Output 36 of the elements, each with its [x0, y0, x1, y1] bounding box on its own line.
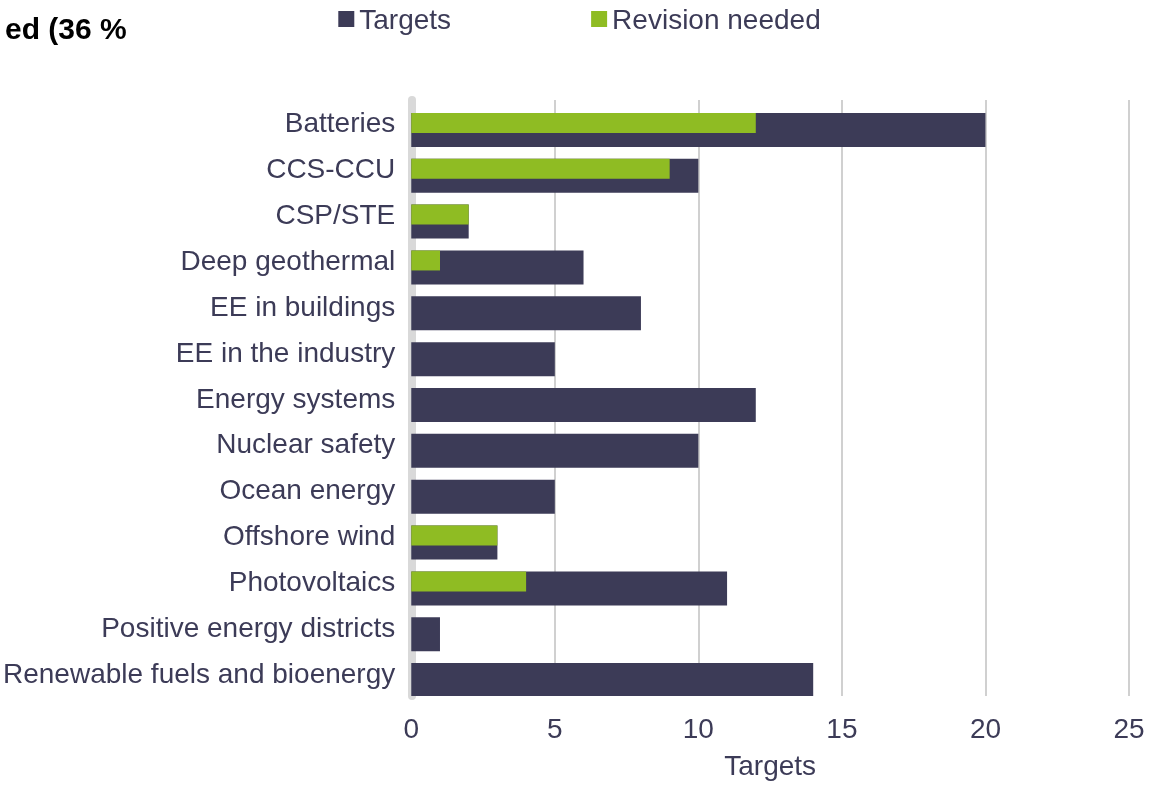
y-tick-label: Batteries [284, 107, 396, 139]
bar [411, 617, 440, 652]
x-tick-label: 15 [826, 712, 858, 744]
x-axis-title: Targets [724, 749, 817, 781]
bar [411, 571, 527, 592]
x-tick-label: 20 [969, 712, 1002, 744]
bar [411, 525, 498, 546]
bar [411, 296, 641, 331]
y-tick-label: CSP/STE [275, 199, 396, 231]
y-tick-label: Renewable fuels and bioenergy [2, 657, 396, 689]
x-tick-label: 25 [1113, 712, 1145, 744]
y-tick-label: Ocean energy [219, 474, 396, 506]
y-tick-label: Nuclear safety [216, 428, 396, 460]
bar [411, 250, 440, 271]
bar [411, 158, 670, 179]
x-tick-label: 0 [403, 712, 420, 744]
y-tick-label: Energy systems [196, 382, 396, 414]
y-tick-label: CCS-CCU [266, 153, 396, 185]
y-tick-label: EE in buildings [210, 290, 396, 322]
y-tick-label: Positive energy districts [101, 611, 396, 643]
legend-label: Targets [359, 3, 452, 35]
y-tick-label: Offshore wind [223, 520, 396, 552]
bar [411, 479, 555, 514]
bar [411, 663, 814, 696]
x-tick-label: 10 [682, 712, 714, 744]
x-tick-label: 5 [547, 712, 563, 744]
bar [411, 388, 756, 422]
text: ed (36 % [5, 11, 127, 45]
bar [411, 342, 555, 377]
y-tick-label: Deep geothermal [180, 244, 396, 276]
bar [411, 433, 699, 468]
y-tick-label: Photovoltaics [228, 565, 396, 597]
bar [411, 112, 756, 133]
y-tick-label: EE in the industry [175, 336, 396, 368]
legend-label: Revision needed [612, 3, 821, 35]
bar [411, 204, 469, 225]
